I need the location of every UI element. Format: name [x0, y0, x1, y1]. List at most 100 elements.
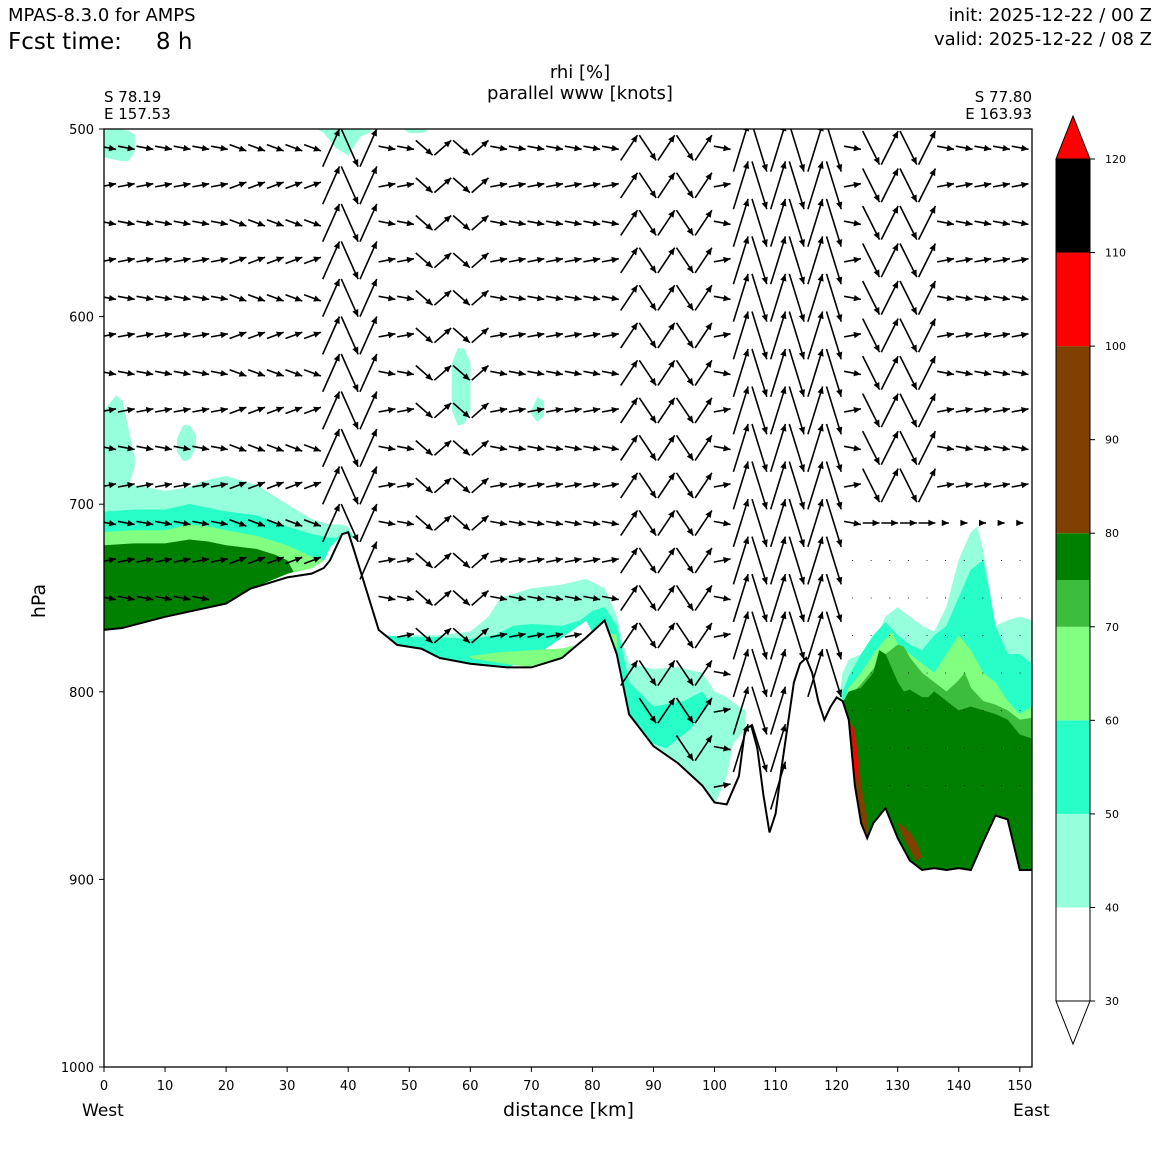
- wind-arrow: [104, 557, 117, 564]
- wind-arrow: [788, 461, 805, 510]
- wind-arrow-head: [910, 269, 917, 278]
- rh-region-40: [317, 129, 374, 156]
- wind-arrow: [452, 514, 471, 531]
- wind-arrow: [732, 461, 750, 510]
- wind-arrow: [397, 445, 415, 452]
- wind-arrow-head: [873, 194, 880, 203]
- wind-arrow-head: [836, 314, 843, 322]
- wind-arrow-head: [853, 370, 861, 377]
- wind-arrow-head: [686, 565, 694, 574]
- wind-arrow: [173, 294, 191, 302]
- wind-arrow: [638, 209, 657, 236]
- wind-arrow: [638, 284, 657, 311]
- wind-arrow: [843, 482, 862, 489]
- wind-arrow: [433, 589, 452, 607]
- wind-arrow-head: [387, 406, 396, 414]
- wind-arrow-head: [983, 445, 992, 452]
- wind-arrow-head: [929, 318, 936, 327]
- wind-arrow: [433, 364, 452, 381]
- wind-arrow-head: [425, 223, 433, 231]
- wind-arrow-head: [201, 219, 210, 227]
- wind-arrow: [769, 461, 787, 510]
- wind-arrow-head: [743, 424, 750, 432]
- wind-arrow-head: [108, 256, 117, 264]
- wind-arrow-head: [929, 130, 936, 139]
- wind-arrow: [657, 584, 676, 612]
- wind-arrow-head: [536, 595, 545, 602]
- wind-arrow-head: [611, 256, 619, 264]
- wind-arrow: [104, 595, 117, 602]
- wind-arrow-head: [108, 595, 117, 602]
- wind-arrow-shaft: [732, 461, 749, 510]
- wind-arrow: [751, 648, 768, 698]
- wind-arrow: [564, 595, 582, 602]
- wind-arrow: [694, 659, 713, 687]
- wind-arrow-head: [592, 445, 601, 452]
- wind-arrow-head: [145, 406, 154, 414]
- wind-arrow-head: [705, 135, 712, 143]
- wind-arrow-head: [817, 424, 824, 432]
- wind-arrow-head: [668, 585, 675, 593]
- wind-arrow: [527, 331, 545, 339]
- wind-arrow-head: [686, 302, 694, 311]
- wind-arrow-head: [201, 256, 210, 264]
- wind-arrow: [104, 256, 117, 264]
- wind-arrow: [546, 445, 564, 452]
- wind-arrow: [880, 280, 899, 315]
- wind-arrow-head: [127, 181, 135, 189]
- wind-arrow: [713, 670, 731, 677]
- wind-arrow-head: [481, 403, 489, 411]
- wind-arrow-head: [873, 269, 880, 278]
- wind-arrow: [638, 322, 657, 349]
- wind-arrow-head: [127, 406, 135, 414]
- wind-arrow-head: [462, 598, 470, 606]
- wind-arrow: [955, 144, 973, 152]
- wind-arrow-head: [965, 482, 973, 489]
- wind-arrow: [807, 236, 824, 285]
- wind-arrow-head: [183, 445, 191, 452]
- wind-arrow-head: [313, 520, 321, 527]
- wind-arrow: [694, 735, 713, 762]
- wind-arrow-head: [910, 381, 917, 390]
- wind-arrow: [433, 139, 452, 156]
- wind-arrow-head: [798, 426, 805, 435]
- wind-arrow: [675, 622, 694, 649]
- wind-arrow: [1011, 406, 1029, 414]
- wind-arrow: [955, 445, 973, 452]
- wind-arrow-head: [780, 236, 787, 245]
- wind-arrow: [321, 278, 341, 318]
- wind-arrow-head: [406, 370, 414, 377]
- wind-arrow: [955, 219, 973, 227]
- wind-arrow: [675, 359, 694, 386]
- wind-arrow: [713, 256, 731, 264]
- rh-region-40: [104, 129, 135, 162]
- wind-arrow: [397, 520, 415, 527]
- wind-arrow-head: [275, 556, 284, 563]
- wind-arrow-head: [836, 539, 843, 547]
- wind-arrow-shaft: [751, 386, 768, 435]
- wind-arrow-head: [723, 144, 731, 152]
- wind-arrow-shaft: [751, 161, 768, 210]
- wind-arrow-head: [555, 294, 563, 302]
- wind-arrow-head: [946, 294, 955, 302]
- wind-arrow-head: [257, 256, 266, 263]
- wind-arrow-head: [723, 406, 731, 414]
- wind-arrow-head: [443, 252, 452, 260]
- wind-arrow: [657, 547, 676, 574]
- wind-arrow-head: [443, 365, 452, 373]
- wind-arrow: [880, 468, 899, 503]
- wind-arrow-head: [481, 590, 489, 598]
- wind-arrow-head: [387, 181, 396, 189]
- wind-arrow: [825, 386, 843, 435]
- wind-arrow-head: [257, 181, 266, 188]
- wind-arrow: [433, 627, 452, 644]
- x-tick-label: 130: [885, 1079, 910, 1094]
- wind-arrow-shaft: [825, 348, 842, 398]
- wind-arrow: [583, 482, 601, 489]
- wind-arrow: [117, 482, 135, 489]
- wind-arrow: [564, 294, 582, 302]
- wind-arrow-head: [798, 239, 805, 247]
- wind-arrow-head: [201, 331, 210, 339]
- wind-arrow: [546, 331, 564, 339]
- wind-arrow: [266, 368, 284, 377]
